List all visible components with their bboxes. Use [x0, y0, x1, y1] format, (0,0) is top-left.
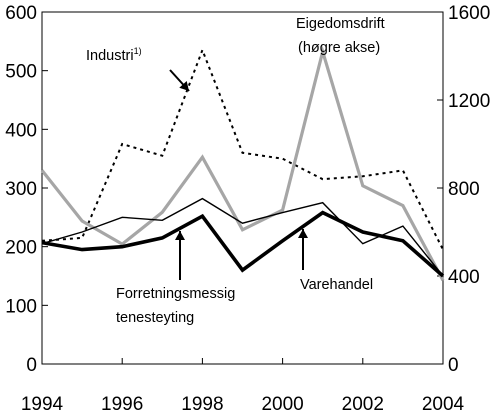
annotation-forretning-line2: tenesteyting	[116, 310, 194, 326]
plot-frame	[41, 11, 444, 365]
x-tick-label: 1996	[101, 394, 143, 415]
annotation-arrows	[169, 69, 308, 280]
y-right-tick-label: 1200	[448, 91, 490, 112]
x-tick-label: 1994	[21, 394, 64, 415]
arrow-varehandel-head	[298, 229, 308, 238]
annotation-industri-footnote: 1)	[134, 46, 142, 56]
x-tick-label: 2004	[422, 394, 465, 415]
annotation-industri: Industri1)	[86, 46, 142, 64]
series-line-industri	[41, 47, 444, 251]
y-left-tick-label: 400	[5, 120, 37, 141]
annotation-varehandel: Varehandel	[300, 277, 373, 293]
x-tick-label: 1998	[181, 394, 223, 415]
annotation-forretning-line1: Forretningsmessig	[116, 286, 235, 302]
series-line-forretningsmessig-tenesteyting	[41, 197, 444, 277]
annotation-eigedomsdrift-line1: Eigedomsdrift	[296, 16, 385, 32]
y-right-tick-label: 1600	[448, 3, 490, 24]
y-left-tick-label: 100	[5, 296, 37, 317]
y-left-tick-label: 0	[26, 355, 37, 376]
y-right-tick-label: 400	[448, 267, 480, 288]
y-right-tick-label: 0	[448, 355, 459, 376]
y-left-tick-label: 200	[5, 238, 37, 259]
y-left-tick-label: 600	[5, 3, 37, 24]
x-tick-label: 2000	[261, 394, 303, 415]
arrow-forretning-head	[175, 231, 185, 240]
annotation-eigedomsdrift-line2: (høgre akse)	[298, 40, 380, 56]
x-tick-label: 2002	[342, 394, 384, 415]
axes: 0 100 200 300 400 500 600 0 400 800 1200 1600 1994 19…	[5, 3, 490, 415]
y-left-tick-label: 500	[5, 62, 37, 83]
series-line-eigedomsdrift	[40, 45, 445, 282]
arrow-industri-head	[179, 81, 189, 91]
y-left-tick-label: 300	[5, 179, 37, 200]
series-layer	[40, 45, 445, 282]
series-line-varehandel	[41, 210, 445, 278]
y-right-tick-label: 800	[448, 179, 480, 200]
